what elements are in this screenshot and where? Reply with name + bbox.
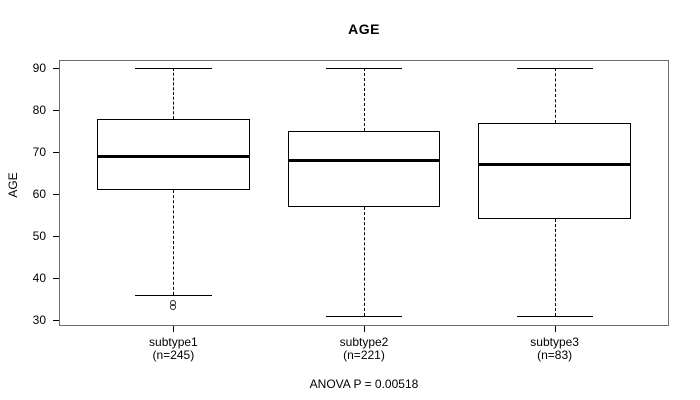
upper-whisker-cap: [135, 68, 212, 70]
x-axis-tick: [364, 326, 365, 332]
x-axis-count-label: (n=83): [537, 348, 573, 362]
x-axis-category-label: subtype3: [530, 335, 579, 349]
x-axis-tick: [173, 326, 175, 332]
y-axis-tick: [53, 68, 59, 70]
x-axis-group-label: subtype1 (n=245): [103, 336, 243, 362]
y-axis-tick-label: 80: [32, 103, 46, 118]
y-axis-tick: [53, 110, 59, 112]
x-axis-group-label: subtype3 (n=83): [485, 336, 625, 362]
lower-whisker-line: [364, 206, 365, 316]
median-line: [97, 154, 250, 158]
y-axis-tick-label: 90: [32, 61, 46, 76]
y-axis-tick-label: 60: [32, 187, 46, 202]
y-axis-tick-label: 50: [32, 228, 46, 243]
y-axis-tick: [53, 319, 59, 321]
y-axis-tick: [53, 235, 59, 237]
anova-p-annotation: ANOVA P = 0.00518: [309, 377, 419, 391]
upper-whisker-cap: [325, 68, 403, 70]
median-line: [478, 163, 631, 167]
outlier-point: [170, 304, 177, 311]
median-line: [287, 159, 441, 163]
upper-whisker-cap: [516, 68, 593, 70]
chart-title: AGE: [348, 21, 380, 37]
y-axis-tick-label: 30: [32, 312, 46, 327]
upper-whisker-line: [364, 68, 365, 132]
x-axis-category-label: subtype1: [149, 335, 198, 349]
x-axis-category-label: subtype2: [339, 335, 389, 349]
iqr-box: [478, 122, 631, 220]
upper-whisker-line: [554, 68, 556, 123]
x-axis-count-label: (n=221): [343, 348, 385, 362]
y-axis-tick: [53, 277, 59, 279]
lower-whisker-cap: [516, 315, 593, 317]
y-axis-tick-label: 70: [32, 145, 46, 160]
upper-whisker-line: [173, 68, 175, 119]
y-axis-tick-label: 40: [32, 270, 46, 285]
x-axis-count-label: (n=245): [152, 348, 195, 362]
lower-whisker-cap: [135, 294, 212, 296]
y-axis-tick: [53, 152, 59, 154]
lower-whisker-cap: [325, 315, 403, 317]
lower-whisker-line: [173, 189, 175, 295]
iqr-box: [97, 118, 250, 190]
x-axis-group-label: subtype2 (n=221): [294, 336, 434, 362]
x-axis-tick: [554, 326, 556, 332]
lower-whisker-line: [554, 219, 556, 316]
iqr-box: [287, 131, 441, 207]
y-axis-tick: [53, 194, 59, 196]
